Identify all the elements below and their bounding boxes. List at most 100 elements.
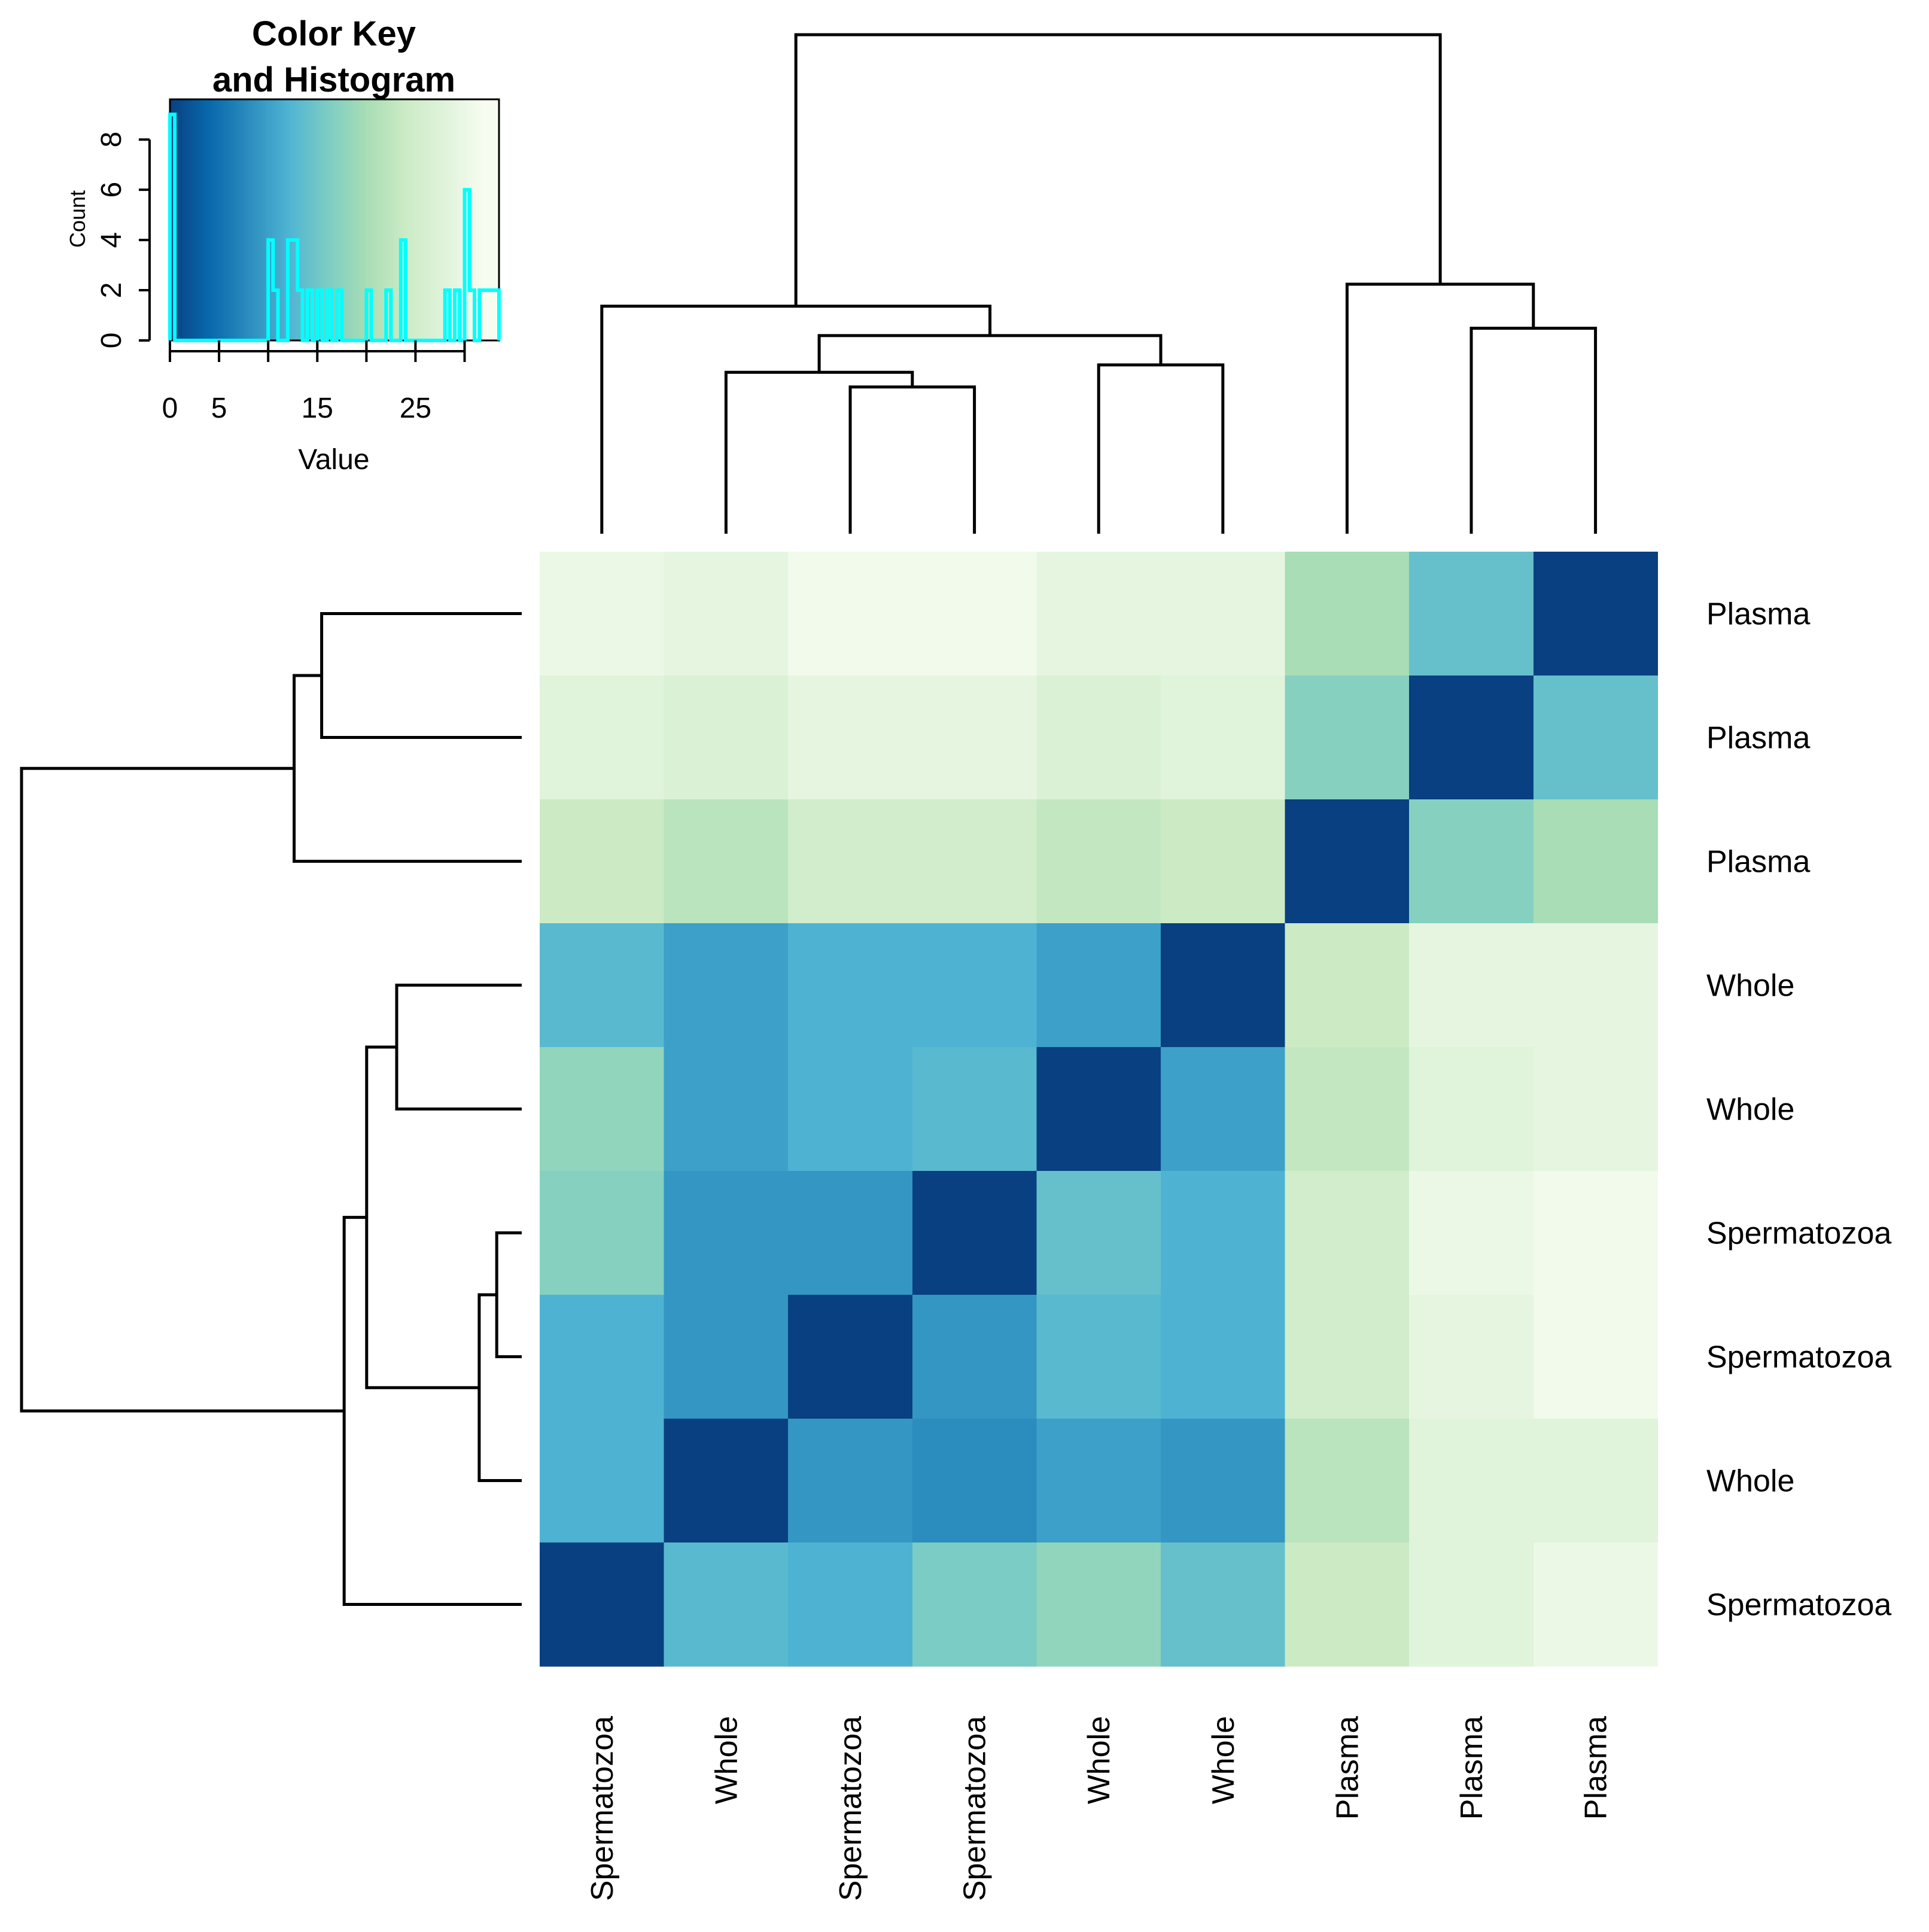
heatmap-cell-r1-c0 [540,676,665,800]
heatmap-cell-r8-c7 [1409,1542,1534,1667]
heatmap-cell-r0-c8 [1533,552,1658,676]
color-key-gradient-strip-22 [236,99,239,340]
color-key-gradient-strip-75 [394,99,398,340]
color-key-gradient-strip-77 [400,99,404,340]
color-key-gradient-strip-106 [487,99,491,340]
row-dendrogram-merge-6 [293,674,522,863]
heatmap-cell-r4-c1 [664,1047,789,1172]
heatmap-cell-r6-c3 [912,1295,1037,1419]
heatmap-cell-r8-c1 [664,1542,789,1667]
heatmap-cell-r5-c3 [912,1171,1037,1295]
color-key-gradient-strip-27 [251,99,254,340]
color-key-gradient-strip-60 [349,99,353,340]
heatmap-cell-r8-c0 [540,1542,665,1667]
heatmap-cell-r0-c4 [1036,552,1161,676]
color-key-gradient-strip-88 [433,99,437,340]
heatmap-cell-r6-c5 [1161,1295,1286,1419]
heatmap-cell-r4-c8 [1533,1047,1658,1172]
col-label-1: Whole [709,1716,744,1804]
color-key-gradient-strip-40 [290,99,293,340]
color-key-gradient-strip-34 [272,99,275,340]
color-key-gradient-strip-36 [278,99,281,340]
heatmap-cell-r3-c1 [664,923,789,1048]
color-key-gradient-strip-87 [430,99,434,340]
color-key-gradient-strip-59 [346,99,350,340]
color-key-gradient-strip-68 [373,99,377,340]
color-key-gradient-strip-53 [328,99,332,340]
col-dendrogram-merge-7 [794,33,1442,306]
color-key-gradient-strip-4 [182,99,185,340]
color-key-gradient-strip-41 [293,99,296,340]
heatmap-cell-r4-c6 [1285,1047,1410,1172]
color-key-gradient-strip-47 [311,99,314,340]
heatmap-cell-r7-c2 [788,1419,913,1543]
color-key-gradient-strip-103 [478,99,482,340]
color-key-gradient-strip-10 [200,99,203,340]
heatmap-cell-r5-c0 [540,1171,665,1295]
heatmap-cell-r6-c7 [1409,1295,1534,1419]
color-key-gradient-strip-11 [203,99,206,340]
color-key-histogram [168,112,501,342]
col-dendrogram-merge-5 [600,305,992,534]
row-label-2: Plasma [1706,845,1810,880]
heatmap-cell-r0-c6 [1285,552,1410,676]
color-key-y-tick-label-0: 0 [96,333,127,349]
col-dendrogram-merge-4 [1469,327,1598,534]
heatmap-cell-r0-c2 [788,552,913,676]
color-key-gradient-strip-29 [257,99,260,340]
color-key-gradient-strip-3 [179,99,182,340]
color-key-x-tick-label-2: 15 [302,393,333,424]
heatmap-cell-r0-c5 [1161,552,1286,676]
color-key-gradient-strip-102 [475,99,479,340]
color-key-x-tick-label-1: 5 [211,393,227,424]
heatmap-cell-r1-c6 [1285,676,1410,800]
color-key-gradient-strip-82 [415,99,419,340]
color-key-gradient-strip-39 [287,99,290,340]
color-key-gradient-strip-76 [397,99,401,340]
heatmap-cell-r2-c1 [664,799,789,924]
heatmap-cell-r8-c6 [1285,1542,1410,1667]
color-key-y-tick-label-2: 4 [96,232,127,248]
color-key-xlabel: Value [298,444,369,476]
heatmap-cell-r2-c3 [912,799,1037,924]
color-key-gradient-strip-14 [212,99,215,340]
color-key-y-tick-label-1: 2 [96,282,127,299]
heatmap-cell-r8-c3 [912,1542,1037,1667]
color-key-gradient-strip-7 [191,99,194,340]
color-key-gradient-strip-90 [439,99,443,340]
row-dendrogram-merge-0 [495,1231,522,1358]
color-key-gradient-strip-94 [451,99,455,340]
heatmap-cell-r6-c6 [1285,1295,1410,1419]
color-key-gradient-strip-65 [364,99,368,340]
color-key-gradient-strip-43 [299,99,302,340]
color-key-gradient-strip-44 [302,99,305,340]
col-dendrogram-merge-3 [817,334,1163,373]
heatmap-cell-r1-c3 [912,676,1037,800]
heatmap-cell-r8-c2 [788,1542,913,1667]
color-key-title-line2: and Histogram [212,60,455,99]
heatmap-cell-r5-c6 [1285,1171,1410,1295]
color-key-gradient-strip-42 [296,99,299,340]
row-dendrogram-merge-2 [395,984,522,1110]
col-label-8: Plasma [1579,1716,1614,1820]
color-key-gradient-strip-63 [358,99,362,340]
color-key-gradient-strip-33 [269,99,272,340]
row-label-4: Whole [1706,1093,1794,1127]
col-label-4: Whole [1082,1716,1116,1804]
heatmap-cell-r8-c4 [1036,1542,1161,1667]
heatmap-cell-r3-c6 [1285,923,1410,1048]
color-key-gradient-strip-84 [421,99,425,340]
heatmap-cell-r7-c3 [912,1419,1037,1543]
color-key-gradient-strip-54 [331,99,335,340]
color-key-gradient-strip-35 [275,99,278,340]
color-key-gradient-strip-55 [334,99,338,340]
heatmap-cell-r2-c2 [788,799,913,924]
heatmap-cell-r3-c0 [540,923,665,1048]
color-key-gradient-strip-2 [176,99,179,340]
heatmap-cell-r2-c8 [1533,799,1658,924]
heatmap-cell-r5-c7 [1409,1171,1534,1295]
heatmap-cell-r3-c7 [1409,923,1534,1048]
heatmap-cell-r5-c1 [664,1171,789,1295]
heatmap-cell-r8-c5 [1161,1542,1286,1667]
